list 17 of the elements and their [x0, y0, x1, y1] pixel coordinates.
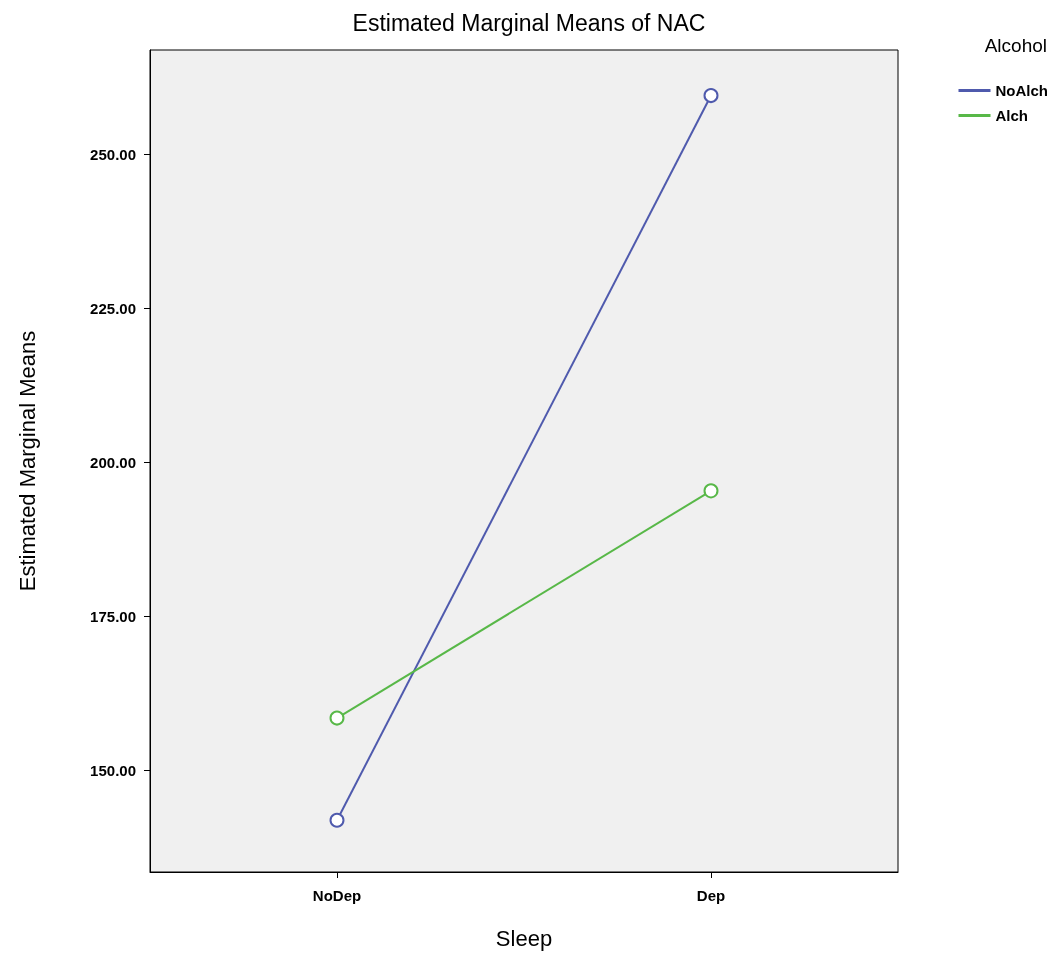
x-axis-title: Sleep	[495, 925, 553, 951]
y-tick-label: 250.00	[90, 146, 136, 164]
y-tick-label: 175.00	[90, 607, 136, 625]
point	[703, 483, 719, 499]
point	[329, 812, 345, 828]
legend-title: Alcohol	[984, 35, 1048, 56]
x-tick-label: NoDep	[312, 887, 362, 904]
legend-label: NoAlch	[995, 82, 1048, 99]
legend-label: Alch	[995, 107, 1029, 124]
point	[329, 710, 345, 726]
y-tick-label: 150.00	[90, 761, 136, 779]
x-tick-label: Dep	[696, 887, 726, 904]
y-tick-label: 200.00	[90, 454, 136, 472]
point	[703, 88, 719, 104]
y-tick-label: 225.00	[90, 300, 136, 318]
y-axis-title: Estimated Marginal Means	[14, 330, 40, 592]
chart-title: Estimated Marginal Means of NAC	[352, 9, 706, 36]
